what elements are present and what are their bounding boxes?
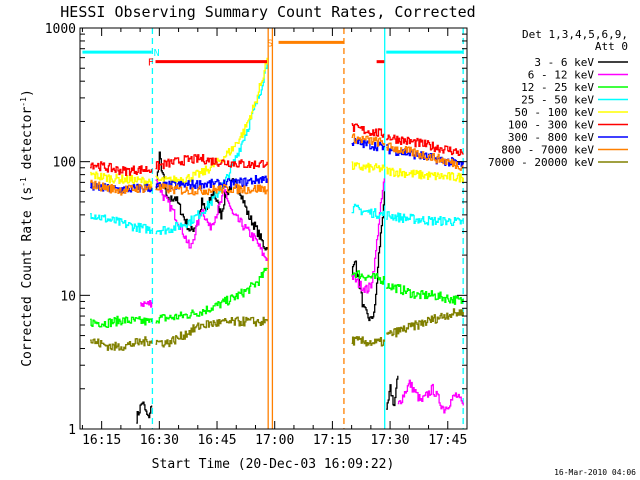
series-12-25-kev-segment-4 — [386, 283, 464, 305]
series-800-7000-kev — [90, 133, 464, 196]
chart-title: HESSI Observing Summary Count Rates, Cor… — [60, 3, 475, 21]
series-6-12-kev-segment-1 — [140, 300, 153, 308]
series-7000-20000-kev-segment-4 — [386, 308, 464, 338]
series-100-300-kev-segment-4 — [386, 134, 464, 156]
series-7000-20000-kev — [90, 308, 464, 351]
legend-item-800-7000-kev: 800 - 7000 keV — [501, 144, 628, 157]
y-tick-label: 1000 — [45, 22, 76, 37]
series-800-7000-kev-segment-2 — [155, 183, 268, 196]
legend-label: 800 - 7000 keV — [501, 144, 594, 157]
x-tick-label: 17:45 — [428, 433, 467, 448]
series-7000-20000-kev-segment-1 — [90, 336, 153, 351]
legend-label: 6 - 12 keV — [528, 69, 595, 82]
legend-item-25-50-kev: 25 - 50 keV — [521, 94, 628, 107]
legend-label: 12 - 25 keV — [521, 81, 594, 94]
series-12-25-kev-segment-1 — [90, 315, 153, 329]
y-tick-label: 10 — [60, 289, 76, 304]
series-12-25-kev-segment-2 — [155, 267, 268, 324]
series-50-100-kev — [90, 57, 464, 187]
legend-label: 25 - 50 keV — [521, 94, 594, 107]
flag-f-label: F — [148, 58, 154, 69]
footer-date: 16-Mar-2010 04:06 — [554, 468, 636, 477]
series-25-50-kev-segment-1 — [90, 213, 153, 234]
x-tick-label: 17:30 — [371, 433, 410, 448]
x-tick-label: 17:15 — [313, 433, 352, 448]
y-axis-label-part-3: ) — [20, 89, 35, 97]
series-100-300-kev-segment-2 — [155, 153, 268, 171]
series-25-50-kev-segment-4 — [386, 211, 464, 226]
y-axis-label: Corrected Count Rate (s-1 detector-1) — [19, 89, 35, 367]
series-800-7000-kev-segment-4 — [386, 142, 464, 171]
y-axis-label-sup-2: -1 — [19, 97, 28, 107]
x-axis-label: Start Time (20-Dec-03 16:09:22) — [152, 457, 395, 472]
series-50-100-kev-segment-1 — [90, 171, 153, 187]
legend-header-detectors: Det 1,3,4,5,6,9, — [522, 28, 628, 41]
legend-item-3-6-kev: 3 - 6 keV — [534, 56, 628, 69]
flag-f: F — [148, 58, 385, 69]
plot-frame — [79, 27, 468, 430]
series-100-300-kev — [90, 123, 464, 177]
series-3-6-kev-segment-1 — [136, 401, 153, 424]
legend-item-50-100-kev: 50 - 100 keV — [515, 106, 628, 119]
series-7000-20000-kev-segment-3 — [351, 336, 385, 347]
series-800-7000-kev-segment-3 — [351, 133, 385, 147]
series-50-100-kev-segment-3 — [351, 161, 385, 173]
series-300-800-kev-segment-2 — [155, 174, 268, 191]
series-7000-20000-kev-segment-2 — [155, 316, 268, 348]
flag-n: N — [82, 48, 464, 59]
series-3-6-kev-segment-4 — [386, 375, 399, 410]
series-6-12-kev-segment-4 — [397, 379, 464, 414]
series-6-12-kev-segment-2 — [155, 179, 268, 261]
series-50-100-kev-segment-4 — [386, 166, 464, 183]
y-axis-label-part-2: detector — [20, 107, 35, 178]
x-tick-label: 16:30 — [140, 433, 179, 448]
legend-item-12-25-kev: 12 - 25 keV — [521, 81, 628, 94]
x-tick-label: 16:15 — [82, 433, 121, 448]
series-25-50-kev-segment-3 — [351, 203, 385, 219]
y-axis-label-part-1: Corrected Count Rate (s — [20, 187, 35, 367]
legend-label: 100 - 300 keV — [508, 119, 594, 132]
legend-label: 50 - 100 keV — [515, 106, 595, 119]
legend-label: 300 - 800 keV — [508, 131, 594, 144]
x-axis-ticks: 16:15 16:30 16:45 17:00 17:15 17:30 17:45 — [81, 28, 468, 448]
legend-header-attenuator: Att 0 — [595, 40, 628, 53]
series-6-12-kev — [140, 178, 464, 414]
legend-label: 7000 - 20000 keV — [488, 156, 594, 169]
legend-item-6-12-kev: 6 - 12 keV — [528, 69, 628, 82]
legend-label: 3 - 6 keV — [534, 56, 594, 69]
plot-area: NF S — [82, 28, 464, 429]
flag-n-label: N — [154, 48, 160, 59]
series-25-50-kev — [90, 61, 464, 235]
series-100-300-kev-segment-3 — [351, 123, 385, 138]
series-25-50-kev-segment-2 — [155, 61, 268, 235]
series-50-100-kev-segment-2 — [155, 57, 268, 186]
series-800-7000-kev-segment-1 — [90, 179, 153, 196]
series-6-12-kev-segment-3 — [351, 178, 385, 294]
x-tick-label: 17:00 — [255, 433, 294, 448]
y-tick-label: 1 — [68, 423, 76, 438]
legend-item-100-300-kev: 100 - 300 keV — [508, 119, 628, 132]
series-3-6-kev-segment-2 — [155, 151, 268, 251]
series-300-800-kev-segment-3 — [351, 138, 385, 152]
flag-s: S — [267, 38, 344, 49]
y-axis-label-sup-1: -1 — [19, 177, 28, 187]
flag-s-label: S — [267, 38, 273, 49]
legend-item-300-800-kev: 300 - 800 keV — [508, 131, 628, 144]
x-tick-label: 16:45 — [197, 433, 236, 448]
y-tick-label: 100 — [53, 156, 76, 171]
y-axis-ticks: 1 10 100 1000 — [45, 22, 467, 438]
series-12-25-kev — [90, 267, 464, 329]
series-12-25-kev-segment-3 — [351, 270, 385, 285]
series-100-300-kev-segment-1 — [90, 161, 153, 177]
legend-item-7000-20000-kev: 7000 - 20000 keV — [488, 156, 628, 169]
